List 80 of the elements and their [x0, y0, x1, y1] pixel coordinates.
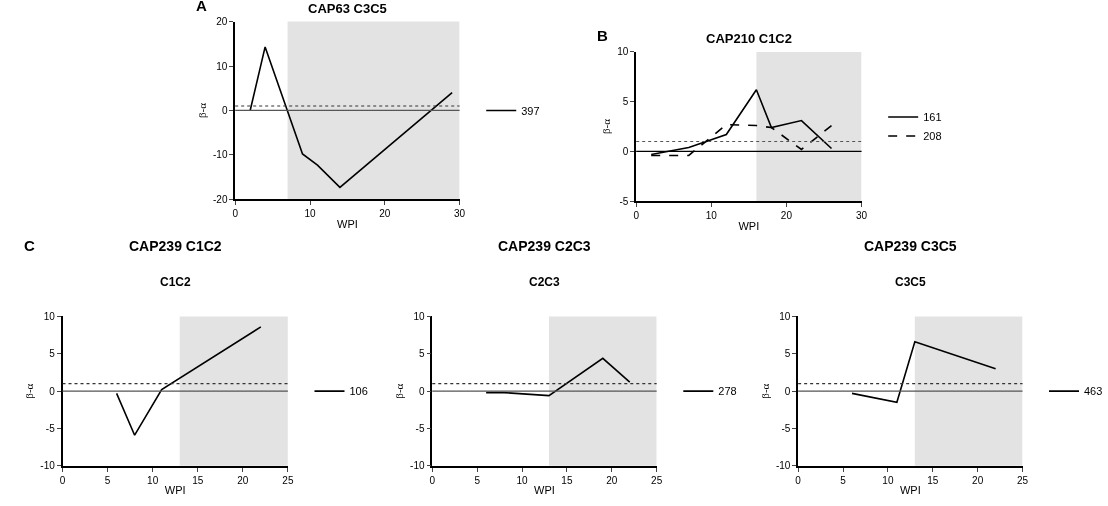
x-tick-label: 0 — [59, 474, 66, 486]
legend-label: 161 — [923, 111, 942, 124]
x-tick-label: 30 — [855, 210, 868, 222]
y-tick-label: 0 — [49, 385, 56, 397]
y-tick-label: 5 — [784, 348, 791, 360]
y-tick-label: 10 — [413, 310, 425, 322]
y-axis-title: β-α — [393, 383, 406, 399]
chart-subtitle: C2C3 — [529, 275, 561, 289]
x-axis-title: WPI — [738, 219, 760, 232]
x-axis-title: WPI — [337, 217, 358, 230]
chart-subtitle: C1C2 — [160, 275, 192, 289]
legend-label: 208 — [923, 130, 942, 143]
x-tick-label: 15 — [192, 474, 204, 486]
x-axis-title: WPI — [899, 484, 921, 497]
x-tick-label: 25 — [1016, 474, 1029, 486]
x-tick-label: 20 — [237, 474, 249, 486]
x-axis-title: WPI — [534, 484, 555, 497]
x-tick-label: 0 — [232, 208, 239, 220]
y-tick-label: 10 — [779, 310, 791, 322]
y-tick-label: -10 — [410, 460, 425, 472]
y-tick-label: -20 — [213, 193, 228, 205]
text: C — [24, 237, 35, 254]
line-series — [485, 357, 631, 397]
y-axis-title: β-α — [196, 102, 209, 118]
x-tick-label: 0 — [429, 474, 436, 486]
y-tick-label: -10 — [213, 149, 228, 161]
x-tick-label: 10 — [304, 208, 316, 220]
chart-subtitle: C3C5 — [895, 275, 927, 289]
x-tick-label: 15 — [927, 474, 939, 486]
x-tick-label: 5 — [104, 474, 111, 486]
line-series — [851, 341, 997, 404]
chart-title: CAP210 C1C2 — [706, 31, 792, 46]
x-axis-title: WPI — [164, 484, 186, 497]
x-tick-label: 15 — [561, 474, 573, 486]
chart-title: CAP239 C3C5 — [864, 238, 957, 254]
x-tick-label: 25 — [282, 474, 294, 486]
y-tick-label: 5 — [418, 348, 425, 360]
y-tick-label: -5 — [619, 195, 629, 207]
y-tick-label: 10 — [617, 46, 629, 58]
x-tick-label: 0 — [795, 474, 802, 486]
x-tick-label: 10 — [516, 474, 529, 486]
x-tick-label: 5 — [474, 474, 481, 486]
y-tick-label: -10 — [40, 460, 56, 472]
y-tick-label: -5 — [45, 422, 56, 434]
line-series — [115, 326, 262, 437]
y-tick-label: -10 — [775, 460, 791, 472]
y-tick-label: 5 — [49, 348, 56, 360]
y-tick-label: 0 — [784, 385, 791, 397]
chart-title: CAP239 C1C2 — [129, 238, 222, 254]
text: B — [597, 27, 608, 44]
y-axis-title: β-α — [600, 118, 613, 135]
text: A — [196, 0, 207, 14]
y-tick-label: 5 — [622, 96, 629, 108]
y-tick-label: 20 — [216, 16, 228, 28]
x-tick-label: 10 — [882, 474, 894, 486]
x-tick-label: 5 — [840, 474, 847, 486]
y-axis-title: β-α — [23, 383, 36, 399]
x-tick-label: 20 — [972, 474, 984, 486]
y-tick-label: 0 — [221, 104, 228, 116]
x-tick-label: 10 — [705, 210, 718, 222]
legend-label: 397 — [521, 104, 540, 117]
y-tick-label: 0 — [418, 385, 425, 397]
legend-label: 278 — [718, 385, 737, 398]
x-tick-label: 20 — [379, 208, 391, 220]
legend-label: 106 — [349, 385, 368, 398]
line-series — [249, 46, 453, 189]
chart-title: CAP239 C2C3 — [498, 238, 591, 254]
y-tick-label: 10 — [43, 310, 56, 322]
y-axis-title: β-α — [759, 383, 772, 399]
x-tick-label: 30 — [454, 208, 466, 220]
x-tick-label: 0 — [633, 210, 640, 222]
chart-title: CAP63 C3C5 — [308, 1, 387, 16]
legend-label: 463 — [1084, 385, 1103, 398]
y-tick-label: -5 — [781, 422, 791, 434]
x-tick-label: 10 — [147, 474, 159, 486]
y-tick-label: -5 — [415, 422, 425, 434]
x-tick-label: 20 — [606, 474, 618, 486]
x-tick-label: 25 — [651, 474, 663, 486]
y-tick-label: 10 — [216, 60, 228, 72]
y-tick-label: 0 — [622, 145, 629, 157]
